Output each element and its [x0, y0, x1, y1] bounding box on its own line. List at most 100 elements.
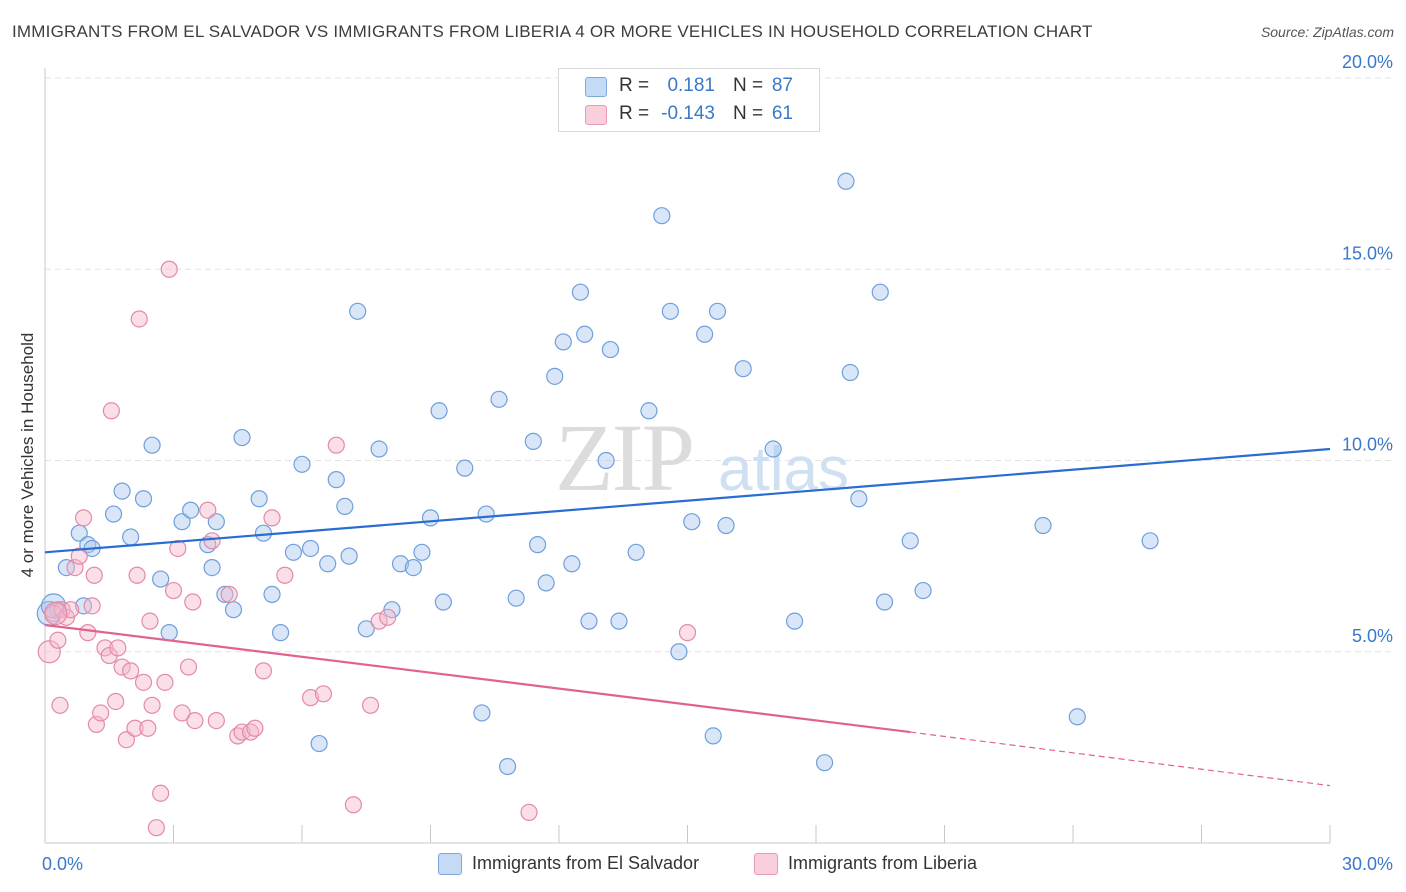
point-liberia	[199, 501, 217, 519]
point-el-salvador	[340, 547, 358, 565]
point-liberia	[92, 704, 110, 722]
point-el-salvador	[499, 757, 517, 776]
point-liberia	[156, 673, 174, 691]
point-el-salvador	[563, 555, 581, 573]
point-el-salvador	[319, 555, 337, 573]
watermark-zip: ZIP	[555, 404, 693, 511]
point-el-salvador	[456, 459, 474, 477]
point-el-salvador	[507, 589, 525, 607]
point-el-salvador	[653, 207, 671, 225]
point-liberia	[184, 593, 202, 611]
point-liberia	[122, 662, 140, 680]
point-el-salvador	[580, 612, 598, 630]
point-liberia	[203, 532, 221, 550]
point-el-salvador	[537, 574, 555, 592]
point-el-salvador	[134, 490, 153, 508]
point-el-salvador	[1141, 532, 1159, 550]
point-liberia	[143, 696, 161, 714]
legend-n-label: N =	[733, 75, 764, 96]
point-el-salvador	[370, 440, 388, 458]
correlation-legend: R = 0.181 N = 87 R = -0.143 N = 61	[558, 68, 820, 132]
point-liberia	[126, 719, 144, 737]
point-el-salvador	[349, 302, 367, 320]
point-el-salvador	[104, 505, 123, 523]
point-el-salvador	[683, 513, 701, 531]
point-liberia	[147, 819, 165, 837]
point-el-salvador	[696, 325, 714, 343]
point-el-salvador	[404, 558, 422, 577]
point-el-salvador	[271, 624, 290, 642]
point-liberia	[276, 566, 294, 584]
source-label: Source: ZipAtlas.com	[1260, 24, 1394, 40]
point-el-salvador	[152, 570, 170, 588]
point-el-salvador	[764, 440, 782, 458]
point-liberia	[128, 566, 146, 584]
point-el-salvador	[263, 585, 281, 603]
bottom-legend-label-el-salvador: Immigrants from El Salvador	[472, 853, 700, 873]
point-el-salvador	[546, 367, 564, 385]
point-el-salvador	[336, 497, 354, 515]
point-el-salvador	[554, 333, 572, 351]
bottom-legend-swatch-el-salvador	[438, 853, 462, 875]
point-liberia	[254, 662, 273, 680]
trend-lines	[44, 447, 1331, 787]
bottom-legend-swatch-liberia	[754, 853, 778, 875]
point-el-salvador	[113, 482, 131, 500]
point-liberia	[173, 704, 191, 722]
point-el-salvador	[717, 516, 735, 535]
point-el-salvador	[785, 612, 804, 630]
y-tick-label: 10.0%	[1342, 435, 1393, 455]
point-el-salvador	[815, 754, 834, 772]
point-liberia	[263, 509, 281, 527]
point-el-salvador	[233, 428, 251, 447]
point-el-salvador	[708, 302, 727, 320]
point-el-salvador	[203, 558, 221, 577]
point-liberia	[51, 696, 69, 714]
point-liberia	[314, 685, 333, 703]
point-el-salvador	[597, 451, 615, 470]
y-tick-label: 5.0%	[1352, 626, 1393, 646]
y-axis-label: 4 or more Vehicles in Household	[18, 332, 37, 578]
point-el-salvador	[704, 727, 722, 745]
point-el-salvador	[871, 283, 889, 301]
point-liberia	[85, 566, 103, 584]
point-el-salvador	[327, 471, 345, 489]
legend-r-label: R =	[619, 75, 650, 96]
point-el-salvador	[670, 643, 688, 661]
point-el-salvador	[610, 612, 628, 630]
point-el-salvador	[734, 360, 752, 378]
point-el-salvador	[293, 455, 311, 473]
point-el-salvador	[576, 325, 594, 343]
point-el-salvador	[490, 390, 508, 408]
axes	[44, 68, 1331, 844]
point-liberia	[344, 796, 362, 814]
legend-swatch-el-salvador	[585, 77, 607, 97]
point-liberia	[186, 711, 204, 730]
tick-labels: 5.0% 10.0% 15.0% 20.0% 0.0% 30.0%	[42, 52, 1393, 874]
point-el-salvador	[421, 509, 440, 527]
point-el-salvador	[182, 501, 200, 519]
point-liberia	[152, 784, 170, 802]
point-el-salvador	[250, 490, 268, 508]
point-liberia	[49, 631, 67, 649]
point-liberia	[301, 689, 320, 707]
point-liberia	[179, 658, 198, 676]
point-el-salvador	[310, 734, 328, 753]
grid-lines	[45, 77, 1392, 653]
point-el-salvador	[524, 432, 542, 450]
point-liberia	[134, 673, 153, 691]
point-liberia	[83, 597, 101, 615]
legend-n-value: 87	[771, 75, 793, 96]
point-liberia	[113, 658, 131, 676]
point-liberia	[74, 509, 93, 527]
point-liberia	[107, 692, 125, 711]
legend-swatch-liberia	[585, 105, 607, 125]
point-liberia	[678, 624, 697, 642]
bottom-legend-label-liberia: Immigrants from Liberia	[788, 853, 978, 873]
point-el-salvador	[216, 585, 234, 603]
point-liberia	[379, 608, 397, 626]
legend-r-label: R =	[619, 103, 650, 124]
point-liberia	[44, 604, 63, 623]
point-el-salvador	[640, 402, 658, 420]
point-el-salvador	[301, 539, 320, 558]
